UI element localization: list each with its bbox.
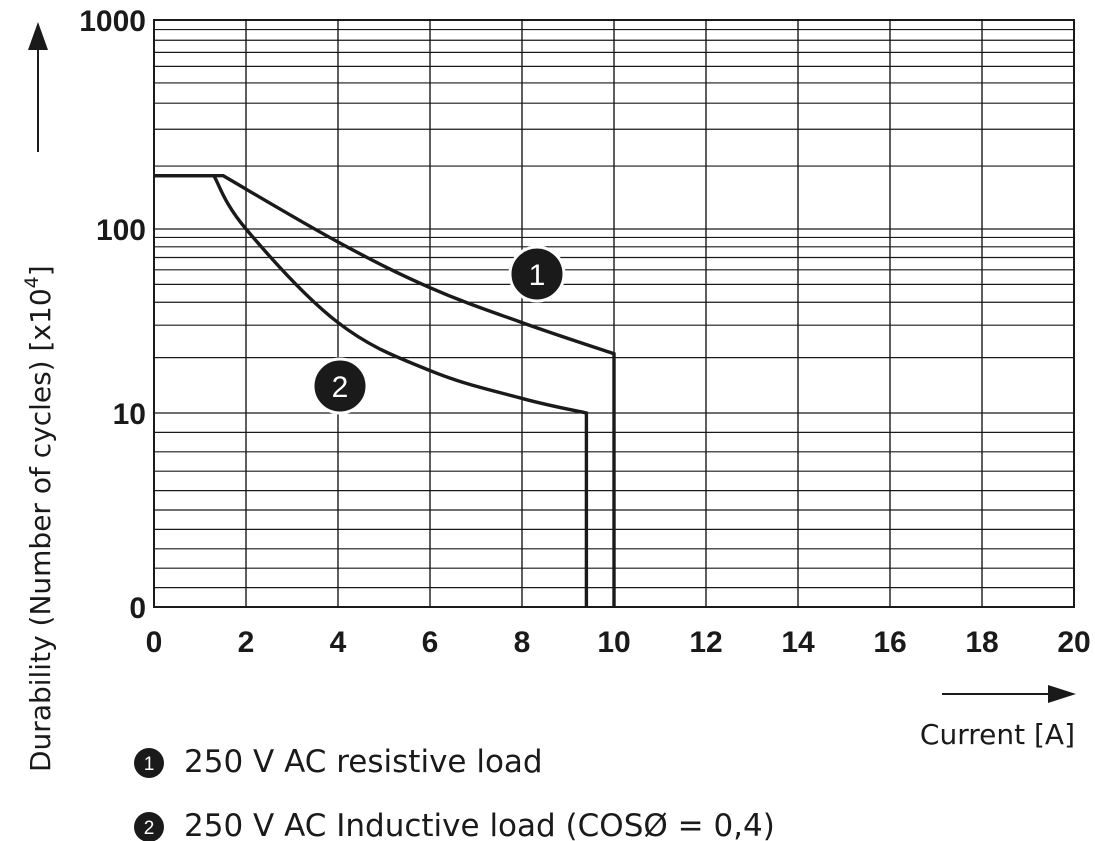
- grid: [154, 20, 1074, 607]
- x-tick-label: 14: [781, 626, 815, 659]
- svg-text:2: 2: [332, 371, 349, 404]
- svg-text:250 V AC resistive load: 250 V AC resistive load: [184, 744, 543, 780]
- y-tick-label: 10: [113, 398, 146, 431]
- y-axis-arrow-head: [28, 22, 48, 50]
- x-axis-title: Current [A]: [920, 718, 1075, 751]
- series-lines: [154, 173, 616, 607]
- legend: 1 250 V AC resistive load 2 250 V AC Ind…: [134, 744, 775, 841]
- x-tick-label: 12: [689, 626, 722, 659]
- svg-text:250 V AC Inductive load (COSØ: 250 V AC Inductive load (COSØ = 0,4): [184, 808, 775, 841]
- legend-item-2: 2 250 V AC Inductive load (COSØ = 0,4): [134, 808, 775, 841]
- y-axis-title: Durability (Number of cycles) [x104]: [21, 265, 57, 772]
- x-tick-label: 4: [330, 626, 347, 659]
- y-tick-label: 1000: [79, 5, 146, 38]
- legend-item-1: 1 250 V AC resistive load: [134, 744, 543, 780]
- x-tick-label: 6: [422, 626, 439, 659]
- x-tick-label: 0: [146, 626, 163, 659]
- series-line-1: [154, 173, 616, 607]
- x-axis-arrow-head: [1048, 685, 1076, 703]
- y-tick-label: 100: [96, 214, 146, 247]
- series-2-badge: 2: [311, 357, 369, 415]
- y-tick-label: 0: [129, 592, 146, 625]
- x-tick-label: 2: [238, 626, 255, 659]
- x-tick-label: 16: [873, 626, 906, 659]
- series-line-2: [154, 173, 589, 607]
- x-tick-label: 18: [965, 626, 998, 659]
- x-tick-label: 8: [514, 626, 531, 659]
- x-tick-label: 20: [1057, 626, 1090, 659]
- x-tick-label: 10: [597, 626, 630, 659]
- svg-text:1: 1: [529, 259, 546, 292]
- series-1-badge: 1: [508, 245, 566, 303]
- svg-text:2: 2: [144, 818, 155, 839]
- svg-text:1: 1: [144, 754, 155, 775]
